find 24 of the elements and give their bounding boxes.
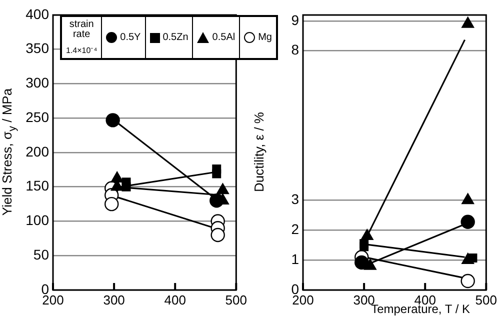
x-tick-label: 400 [164,292,186,308]
y-axis-title: Ductility, ε / % [252,112,266,192]
y-tick-label: 9 [291,12,300,28]
legend-title: strain rate [68,19,95,40]
y-tick-label: 250 [26,108,50,125]
y-tick-label: 3 [291,191,300,208]
x-tick-label: 500 [225,292,248,308]
y-tick-label: 300 [26,74,50,91]
legend-label: 0.5Al [212,32,236,43]
y-tick-label: 8 [291,42,300,58]
x-tick-label: 500 [475,292,498,308]
legend-label: 0.5Y [120,32,141,43]
y-tick-label: 1 [291,250,300,267]
y-tick-label: 400 [26,6,50,22]
y-tick-label: 50 [33,246,50,262]
legend-label: Mg [258,32,272,43]
x-tick-label: 300 [103,292,125,308]
y-tick-label: 200 [26,143,50,160]
y-tick-label: 350 [26,40,50,56]
annotation: 1.4×10⁻⁴ [66,46,98,55]
y-tick-label: 100 [26,212,50,228]
y-tick-label: 150 [26,178,50,194]
legend-label: 0.5Zn [162,32,188,43]
y-tick-label: 2 [291,221,300,238]
